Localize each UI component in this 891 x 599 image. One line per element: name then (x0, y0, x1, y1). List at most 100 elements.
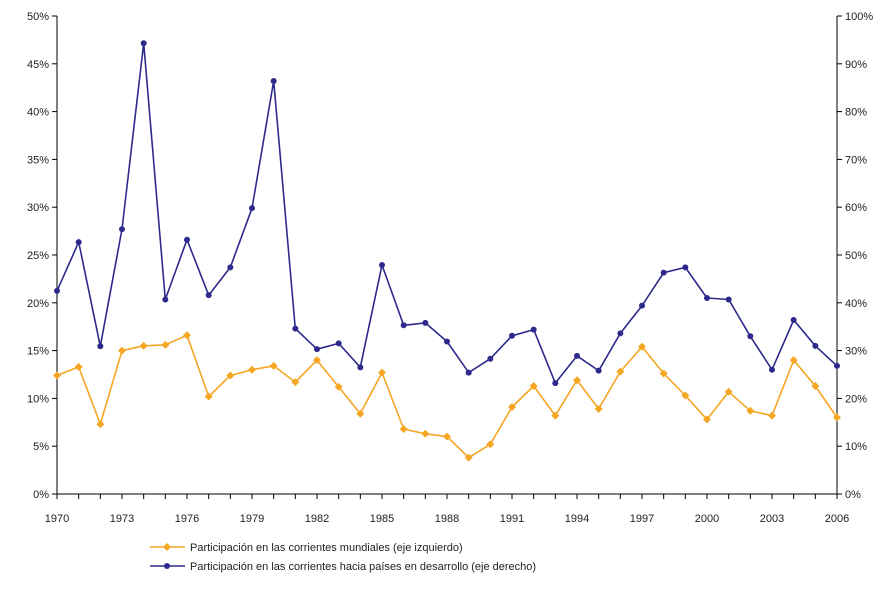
data-point (508, 403, 516, 412)
x-tick-label: 1973 (110, 513, 134, 525)
data-point (682, 264, 689, 271)
left-y-tick-label: 50% (27, 11, 49, 23)
right-y-tick-label: 20% (845, 393, 867, 405)
data-point (552, 380, 559, 387)
data-point (638, 342, 646, 351)
data-point (204, 392, 213, 401)
data-point (378, 368, 386, 377)
legend-item-world: Participación en las corrientes mundiale… (150, 542, 463, 554)
data-point (443, 432, 451, 441)
data-point (790, 317, 797, 324)
data-point (53, 371, 61, 380)
x-tick-label: 1994 (565, 513, 589, 525)
data-point (54, 287, 60, 294)
data-point (184, 236, 190, 243)
data-point (617, 330, 624, 337)
legend-label-world: Participación en las corrientes mundiale… (190, 542, 463, 554)
data-point (812, 342, 819, 349)
x-tick-label: 1997 (630, 513, 654, 525)
data-point (681, 391, 690, 400)
data-point (313, 356, 321, 365)
data-point (573, 376, 581, 385)
left-y-tick-label: 20% (27, 298, 49, 310)
left-y-tick-label: 0% (33, 489, 49, 501)
x-tick-label: 2003 (760, 513, 784, 525)
data-point (551, 411, 560, 420)
x-tick-label: 1976 (175, 513, 199, 525)
data-point (161, 340, 170, 349)
data-point (162, 296, 169, 303)
series-world (53, 331, 841, 462)
data-point (769, 366, 775, 373)
data-point (119, 226, 125, 233)
data-point (768, 411, 776, 420)
series-layer (53, 40, 841, 462)
x-tick-label: 1988 (435, 513, 459, 525)
data-point (356, 409, 365, 418)
data-point (399, 424, 408, 433)
axes: 0% 5% 10% 15% 20% 25% 30% 35% 40% 45% 50% 0% 10% 20% 3… (27, 11, 873, 525)
legend: Participación en las corrientes mundiale… (150, 542, 536, 573)
data-point (249, 205, 255, 212)
x-tick-label: 1985 (370, 513, 394, 525)
data-point (834, 362, 840, 369)
right-y-tick-label: 90% (845, 59, 867, 71)
data-point (833, 413, 841, 422)
legend-label-developing: Participación en las corrientes hacia pa… (190, 561, 536, 573)
right-y-tick-label: 0% (845, 489, 861, 501)
data-point (140, 40, 147, 47)
x-tick-label: 2006 (825, 513, 849, 525)
data-point (660, 269, 667, 276)
data-point (703, 415, 711, 424)
data-point (269, 361, 278, 370)
data-point (811, 381, 820, 390)
data-point (639, 302, 645, 309)
series-developing (54, 40, 840, 387)
data-point (444, 338, 450, 345)
right-y-tick-label: 70% (845, 154, 867, 166)
data-point (227, 264, 234, 271)
right-y-tick-label: 100% (845, 11, 873, 23)
data-point (335, 340, 342, 347)
data-point (291, 378, 300, 387)
data-point (96, 420, 105, 429)
data-point (226, 371, 235, 380)
data-point (594, 404, 603, 413)
x-tick-label: 1991 (500, 513, 524, 525)
data-point (747, 333, 754, 340)
data-point (270, 78, 277, 85)
data-point (74, 362, 83, 371)
data-point (422, 319, 429, 326)
data-point (292, 325, 299, 332)
data-point (574, 352, 580, 359)
data-point (248, 365, 256, 374)
data-point (464, 453, 473, 462)
data-point (139, 341, 148, 350)
data-point (183, 331, 191, 340)
data-point (704, 295, 710, 302)
data-point (97, 343, 104, 350)
series-line (56, 42, 838, 384)
legend-marker-world (163, 543, 171, 551)
left-y-tick-label: 25% (27, 250, 49, 262)
data-point (357, 364, 364, 371)
data-point (789, 356, 798, 365)
left-y-tick-label: 45% (27, 59, 49, 71)
data-point (379, 262, 385, 269)
data-point (725, 296, 732, 303)
data-point (746, 406, 755, 415)
x-tick-label: 1979 (240, 513, 264, 525)
data-point (421, 429, 430, 438)
data-point (530, 326, 537, 333)
data-point (334, 382, 343, 391)
data-point (659, 369, 668, 378)
data-point (724, 387, 733, 396)
data-point (509, 332, 515, 339)
data-point (595, 367, 602, 374)
right-y-tick-label: 30% (845, 346, 867, 358)
data-point (314, 346, 320, 353)
legend-marker-developing (164, 563, 170, 569)
right-y-tick-label: 50% (845, 250, 867, 262)
data-point (529, 381, 538, 390)
